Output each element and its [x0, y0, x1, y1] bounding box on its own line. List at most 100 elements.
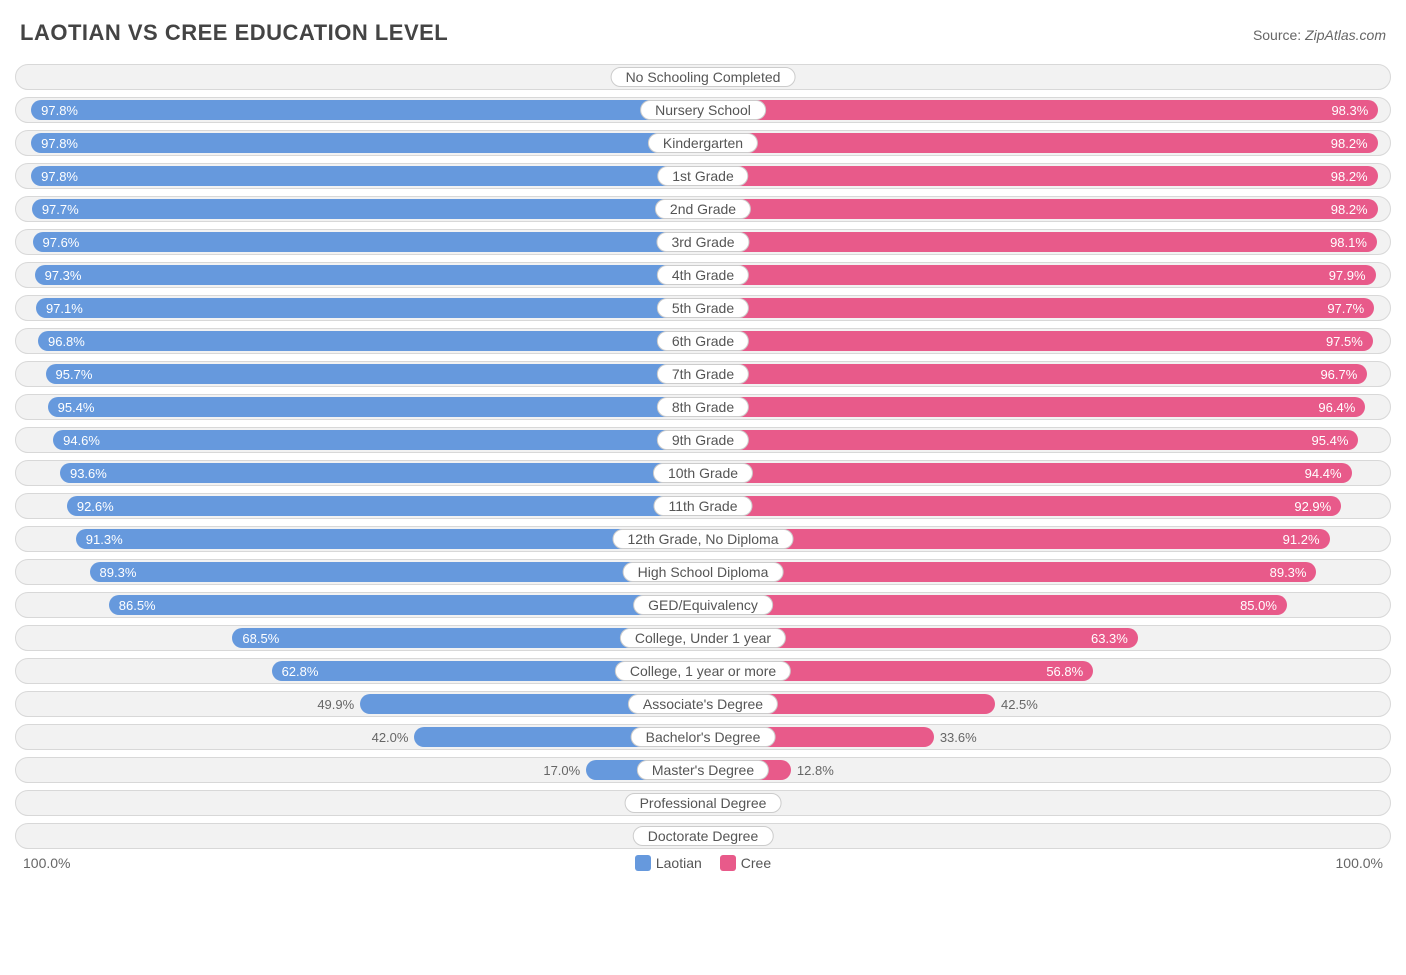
category-label: Kindergarten [648, 133, 758, 153]
bar-left-value: 97.8% [31, 136, 88, 151]
bar-right: 89.3% [703, 562, 1316, 582]
bar-row: 97.8% 98.3% Nursery School [15, 97, 1391, 123]
category-label: High School Diploma [623, 562, 784, 582]
category-label: 1st Grade [657, 166, 748, 186]
source-label: Source: [1253, 27, 1301, 43]
bar-left-value: 97.3% [35, 268, 92, 283]
bar-right-value: 96.7% [1310, 367, 1367, 382]
category-label: 2nd Grade [655, 199, 751, 219]
bar-row: 49.9%42.5%Associate's Degree [15, 691, 1391, 717]
chart-footer: 100.0% Laotian Cree 100.0% [15, 855, 1391, 871]
bar-left: 97.1% [36, 298, 703, 318]
category-label: 5th Grade [657, 298, 749, 318]
bar-right-value: 89.3% [1260, 565, 1317, 580]
category-label: GED/Equivalency [633, 595, 773, 615]
bar-right: 97.9% [703, 265, 1376, 285]
bar-row: 93.6% 94.4% 10th Grade [15, 460, 1391, 486]
bar-left: 97.8% [31, 166, 703, 186]
bar-left-value: 93.6% [60, 466, 117, 481]
legend-item-left: Laotian [635, 855, 702, 871]
bar-left-value: 94.6% [53, 433, 110, 448]
bar-row: 96.8% 97.5% 6th Grade [15, 328, 1391, 354]
bar-left: 97.8% [31, 133, 703, 153]
bar-left-value: 62.8% [272, 664, 329, 679]
bar-right: 92.9% [703, 496, 1341, 516]
bar-right: 98.3% [703, 100, 1378, 120]
bar-left-value: 95.4% [48, 400, 105, 415]
legend-label-left: Laotian [656, 855, 702, 871]
category-label: College, Under 1 year [620, 628, 786, 648]
bar-left: 89.3% [90, 562, 703, 582]
bar-right-value: 63.3% [1081, 631, 1138, 646]
bar-left: 95.7% [46, 364, 703, 384]
bar-left-value: 95.7% [46, 367, 103, 382]
bar-row: 92.6%92.9%11th Grade [15, 493, 1391, 519]
bar-left-value: 97.8% [31, 103, 88, 118]
category-label: 12th Grade, No Diploma [613, 529, 794, 549]
bar-right-value: 97.7% [1317, 301, 1374, 316]
bar-right-value: 94.4% [1295, 466, 1352, 481]
legend: Laotian Cree [635, 855, 771, 871]
bar-row: 17.0%12.8%Master's Degree [15, 757, 1391, 783]
axis-right-max: 100.0% [1336, 855, 1383, 871]
bar-left: 93.6% [60, 463, 703, 483]
bar-right: 97.7% [703, 298, 1374, 318]
bar-left-value: 89.3% [90, 565, 147, 580]
source-name: ZipAtlas.com [1305, 27, 1386, 43]
bar-left: 97.7% [32, 199, 703, 219]
category-label: Associate's Degree [628, 694, 778, 714]
legend-label-right: Cree [741, 855, 771, 871]
bar-left: 97.3% [35, 265, 703, 285]
bar-left: 91.3% [76, 529, 703, 549]
bar-row: 5.2%3.9%Professional Degree [15, 790, 1391, 816]
bar-row: 62.8%56.8%College, 1 year or more [15, 658, 1391, 684]
bar-right-value: 96.4% [1308, 400, 1365, 415]
category-label: College, 1 year or more [615, 661, 791, 681]
bar-row: 97.8%98.2%1st Grade [15, 163, 1391, 189]
category-label: 6th Grade [657, 331, 749, 351]
bar-left-value: 49.9% [307, 697, 360, 712]
diverging-bar-chart: 2.2%1.9%No Schooling Completed97.8%98.3%… [15, 64, 1391, 849]
bar-row: 97.7%98.2%2nd Grade [15, 196, 1391, 222]
bar-right-value: 95.4% [1302, 433, 1359, 448]
category-label: 8th Grade [657, 397, 749, 417]
chart-header: LAOTIAN VS CREE EDUCATION LEVEL Source: … [15, 20, 1391, 46]
bar-right-value: 85.0% [1230, 598, 1287, 613]
category-label: 4th Grade [657, 265, 749, 285]
bar-left-value: 68.5% [232, 631, 289, 646]
bar-right-value: 92.9% [1284, 499, 1341, 514]
category-label: Doctorate Degree [633, 826, 774, 846]
bar-row: 97.3% 97.9% 4th Grade [15, 262, 1391, 288]
bar-left-value: 96.8% [38, 334, 95, 349]
category-label: Professional Degree [625, 793, 782, 813]
category-label: 10th Grade [653, 463, 753, 483]
bar-right-value: 98.2% [1321, 136, 1378, 151]
axis-left-max: 100.0% [23, 855, 70, 871]
bar-right: 96.7% [703, 364, 1367, 384]
bar-left-value: 17.0% [533, 763, 586, 778]
bar-left-value: 42.0% [362, 730, 415, 745]
bar-right: 85.0% [703, 595, 1287, 615]
bar-left: 94.6% [53, 430, 703, 450]
bar-right: 98.2% [703, 166, 1378, 186]
bar-right: 94.4% [703, 463, 1352, 483]
bar-left: 86.5% [109, 595, 703, 615]
bar-left: 97.6% [33, 232, 704, 252]
bar-right-value: 97.9% [1319, 268, 1376, 283]
bar-row: 97.8% 98.2% Kindergarten [15, 130, 1391, 156]
category-label: Nursery School [640, 100, 766, 120]
legend-swatch-left [635, 855, 651, 871]
bar-left-value: 97.1% [36, 301, 93, 316]
legend-swatch-right [720, 855, 736, 871]
bar-row: 68.5% 63.3% College, Under 1 year [15, 625, 1391, 651]
chart-source: Source: ZipAtlas.com [1253, 27, 1386, 43]
category-label: No Schooling Completed [611, 67, 796, 87]
bar-row: 86.5% 85.0% GED/Equivalency [15, 592, 1391, 618]
bar-right-value: 33.6% [934, 730, 987, 745]
bar-right-value: 97.5% [1316, 334, 1373, 349]
bar-row: 2.3%1.6%Doctorate Degree [15, 823, 1391, 849]
bar-right-value: 98.3% [1321, 103, 1378, 118]
bar-left: 97.8% [31, 100, 703, 120]
bar-right: 98.2% [703, 133, 1378, 153]
bar-row: 89.3% 89.3% High School Diploma [15, 559, 1391, 585]
